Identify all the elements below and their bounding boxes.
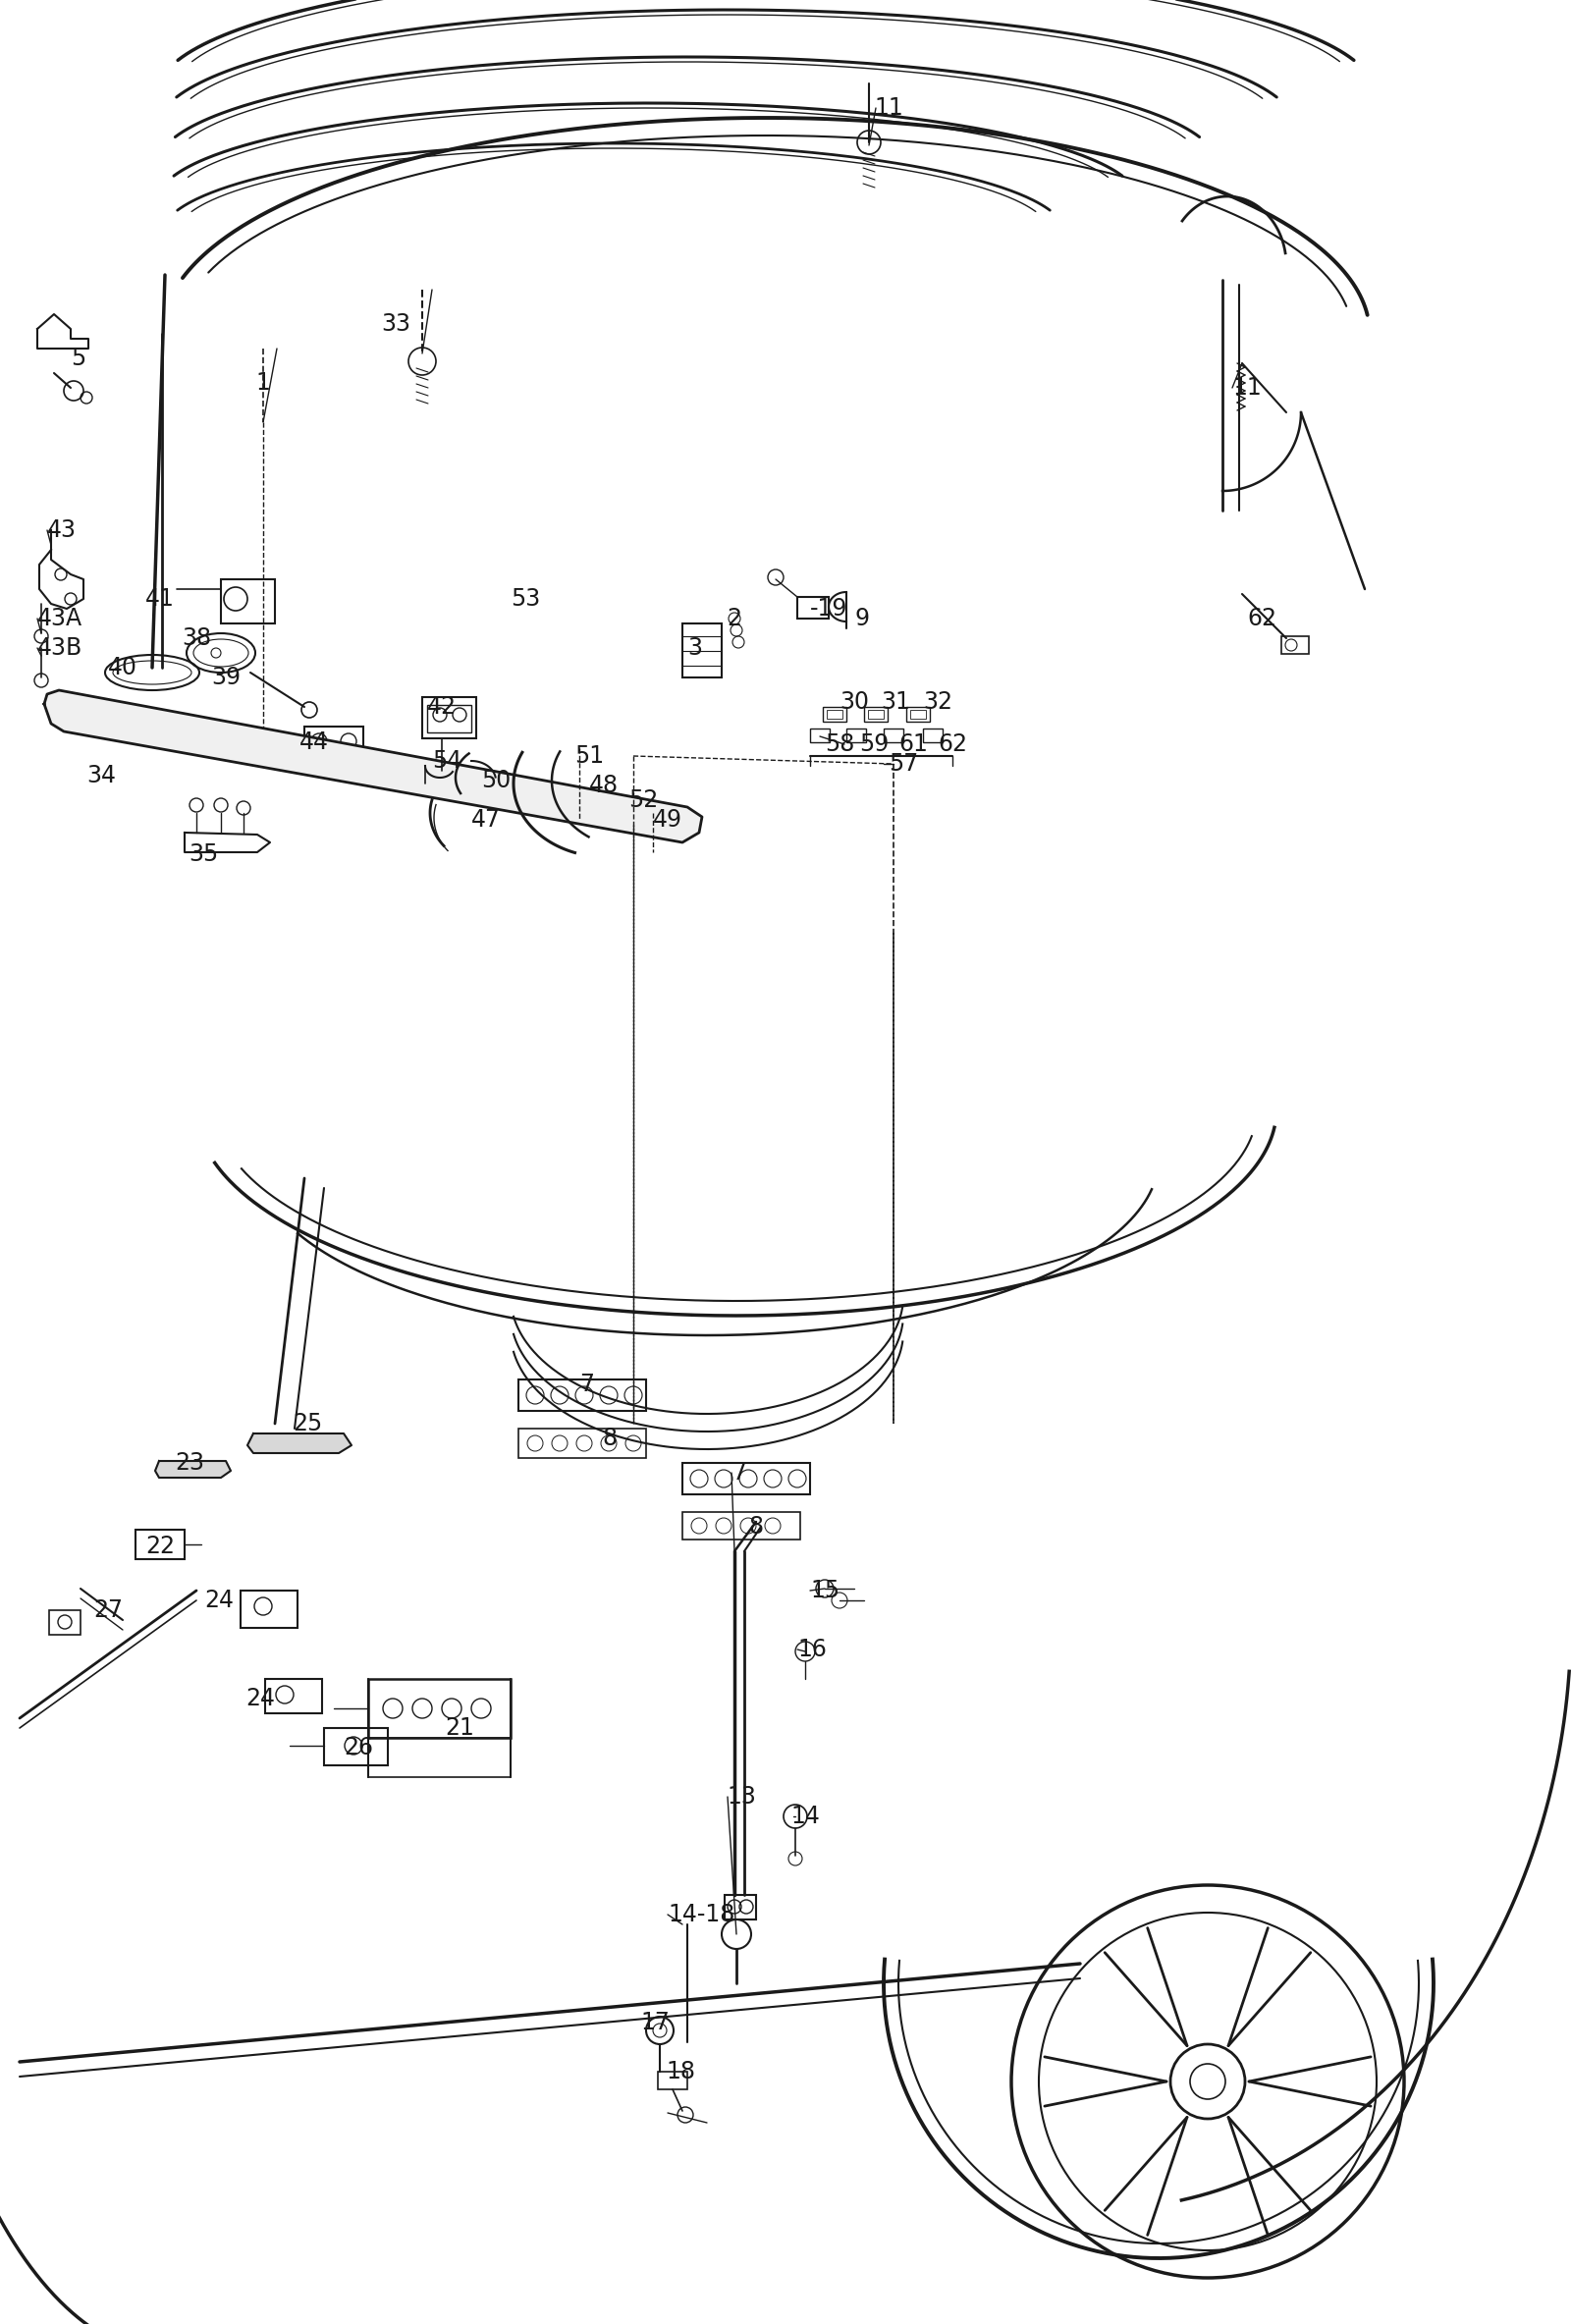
- Text: 22: 22: [145, 1534, 174, 1557]
- Text: 1: 1: [255, 372, 270, 395]
- Bar: [240, 1590, 297, 1627]
- Text: 42: 42: [427, 695, 457, 718]
- Text: 43A: 43A: [38, 607, 83, 630]
- Bar: [823, 706, 847, 723]
- Text: 43B: 43B: [38, 637, 83, 660]
- Bar: [518, 1380, 646, 1411]
- Text: 16: 16: [798, 1638, 826, 1662]
- Bar: [682, 1513, 800, 1538]
- Bar: [867, 709, 883, 718]
- Text: 51: 51: [575, 744, 603, 767]
- Bar: [798, 597, 829, 618]
- Text: 8: 8: [602, 1427, 617, 1450]
- Bar: [682, 623, 721, 679]
- Text: 47: 47: [471, 809, 501, 832]
- Bar: [368, 1678, 511, 1738]
- Text: 17: 17: [641, 2010, 669, 2034]
- Text: 35: 35: [189, 841, 218, 867]
- Text: 14-18: 14-18: [668, 1903, 735, 1927]
- Bar: [724, 1894, 756, 1920]
- Bar: [682, 1462, 811, 1494]
- Polygon shape: [44, 690, 702, 841]
- Bar: [1282, 637, 1309, 653]
- Text: 26: 26: [344, 1736, 374, 1759]
- Bar: [924, 727, 943, 741]
- Text: 3: 3: [688, 637, 702, 660]
- Text: 9: 9: [855, 607, 869, 630]
- Text: 5: 5: [71, 346, 86, 370]
- Text: 7: 7: [732, 1462, 746, 1485]
- Text: 34: 34: [86, 765, 116, 788]
- Bar: [847, 727, 866, 741]
- Bar: [222, 579, 275, 623]
- Bar: [265, 1678, 322, 1713]
- Text: 49: 49: [654, 809, 682, 832]
- Text: 54: 54: [432, 748, 462, 772]
- Text: 38: 38: [182, 627, 211, 651]
- Text: 57: 57: [889, 753, 919, 776]
- Text: 53: 53: [511, 588, 540, 611]
- Text: 30: 30: [839, 690, 869, 713]
- Text: 24: 24: [204, 1590, 234, 1613]
- Bar: [864, 706, 888, 723]
- Bar: [423, 697, 476, 739]
- Bar: [658, 2071, 688, 2089]
- Text: 48: 48: [589, 774, 619, 797]
- Text: 59: 59: [859, 732, 889, 755]
- Bar: [324, 1729, 388, 1766]
- Text: 61: 61: [899, 732, 928, 755]
- Text: 15: 15: [811, 1578, 839, 1601]
- Text: 25: 25: [292, 1413, 322, 1436]
- Bar: [368, 1738, 511, 1778]
- Text: 58: 58: [825, 732, 855, 755]
- Text: 13: 13: [726, 1785, 756, 1808]
- Text: 50: 50: [481, 769, 511, 792]
- Text: -19: -19: [811, 597, 848, 621]
- Text: 44: 44: [300, 730, 328, 753]
- Text: 24: 24: [245, 1687, 275, 1710]
- Bar: [910, 709, 925, 718]
- Bar: [883, 727, 903, 741]
- Text: 62: 62: [1247, 607, 1276, 630]
- Text: 11: 11: [1232, 376, 1262, 400]
- Bar: [427, 704, 471, 732]
- Text: 41: 41: [145, 588, 174, 611]
- Bar: [518, 1429, 646, 1457]
- Bar: [811, 727, 829, 741]
- Text: 18: 18: [666, 2059, 694, 2082]
- Text: 62: 62: [938, 732, 968, 755]
- Text: 31: 31: [881, 690, 910, 713]
- Text: 11: 11: [873, 95, 903, 121]
- Text: 2: 2: [726, 607, 742, 630]
- Text: 52: 52: [628, 788, 658, 811]
- Bar: [305, 727, 363, 767]
- Text: 21: 21: [445, 1715, 474, 1741]
- Polygon shape: [156, 1462, 231, 1478]
- Text: 32: 32: [924, 690, 952, 713]
- Polygon shape: [248, 1434, 352, 1452]
- Text: 8: 8: [748, 1515, 764, 1538]
- Text: 40: 40: [108, 655, 138, 679]
- Text: 14: 14: [790, 1806, 820, 1829]
- Text: 7: 7: [580, 1373, 594, 1397]
- Text: 33: 33: [380, 311, 410, 335]
- Bar: [826, 709, 842, 718]
- Bar: [906, 706, 930, 723]
- Text: 39: 39: [211, 665, 240, 690]
- Text: 23: 23: [174, 1450, 204, 1476]
- Bar: [49, 1611, 80, 1634]
- Text: 43: 43: [47, 518, 77, 541]
- Text: 27: 27: [93, 1599, 123, 1622]
- Bar: [135, 1529, 185, 1559]
